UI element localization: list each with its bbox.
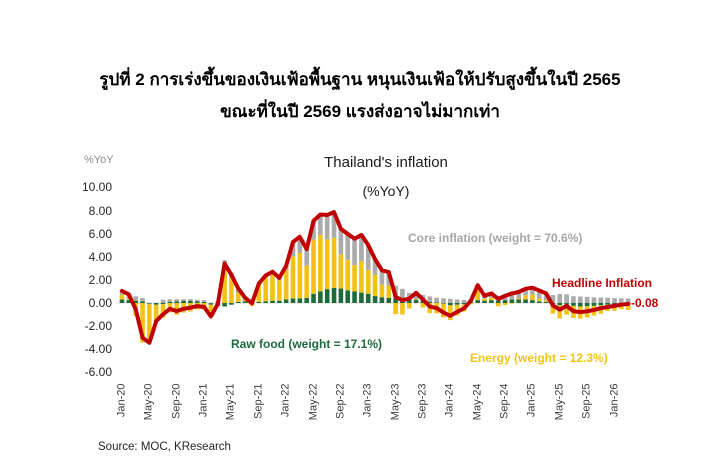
x-axis-tick-label: Jan-21 bbox=[197, 383, 210, 418]
x-axis-tick-label: Sep-21 bbox=[252, 383, 265, 419]
x-axis-tick-label: May-23 bbox=[389, 383, 402, 421]
x-axis-tick-label: May-21 bbox=[224, 383, 237, 421]
raw-food-annotation: Raw food (weight = 17.1%) bbox=[231, 337, 383, 351]
energy-annotation: Energy (weight = 12.3%) bbox=[470, 351, 608, 365]
y-axis-unit-label: %YoY bbox=[84, 154, 114, 166]
y-axis-tick-label: 6.00 bbox=[88, 226, 112, 241]
x-axis-tick-label: Sep-23 bbox=[416, 383, 429, 419]
source-note: Source: MOC, KResearch bbox=[98, 441, 231, 453]
x-axis-tick-label: Jan-25 bbox=[525, 383, 538, 418]
y-axis-tick-label: 8.00 bbox=[88, 203, 112, 218]
x-axis-tick-label: Jan-24 bbox=[443, 383, 456, 418]
x-axis-tick-label: Sep-20 bbox=[170, 383, 183, 419]
headline-end-value-label: -0.08 bbox=[631, 296, 659, 310]
y-axis-tick-label: -6.00 bbox=[84, 365, 112, 380]
x-axis-tick-label: Sep-24 bbox=[498, 383, 511, 419]
y-axis-tick-label: -4.00 bbox=[84, 342, 112, 357]
y-axis-tick-label: 0.00 bbox=[88, 296, 112, 310]
chart-subtitle: (%YoY) bbox=[362, 183, 410, 199]
figure-title-line2: ขณะที่ในปี 2569 แรงส่งอาจไม่มากเท่า bbox=[220, 102, 500, 121]
y-axis-tick-label: 10.00 bbox=[81, 180, 112, 195]
x-axis-tick-label: May-20 bbox=[142, 383, 155, 421]
y-axis-tick-label: -2.00 bbox=[84, 319, 112, 334]
x-axis-tick-label: May-22 bbox=[307, 383, 319, 421]
headline-inflation-annotation: Headline Inflation bbox=[552, 276, 653, 290]
y-axis-tick-label: 2.00 bbox=[88, 272, 112, 287]
core-inflation-annotation: Core inflation (weight = 70.6%) bbox=[408, 231, 583, 245]
x-axis-tick-label: Jan-20 bbox=[115, 383, 128, 418]
x-axis-tick-label: May-24 bbox=[471, 383, 484, 421]
figure-title-line1: รูปที่ 2 การเร่งขึ้นของเงินเฟ้อพื้นฐาน ห… bbox=[99, 70, 621, 89]
chart-title: Thailand's inflation bbox=[324, 154, 448, 171]
y-axis-tick-label: 4.00 bbox=[88, 249, 112, 264]
x-axis-tick-label: Sep-22 bbox=[334, 383, 347, 419]
x-axis-tick-label: Sep-25 bbox=[580, 383, 593, 419]
x-axis-tick-label: Jan-23 bbox=[361, 383, 374, 418]
x-axis-tick-label: Jan-22 bbox=[279, 383, 292, 418]
x-axis-tick-label: Jan-26 bbox=[608, 383, 620, 418]
x-axis-tick-label: May-25 bbox=[553, 383, 566, 421]
